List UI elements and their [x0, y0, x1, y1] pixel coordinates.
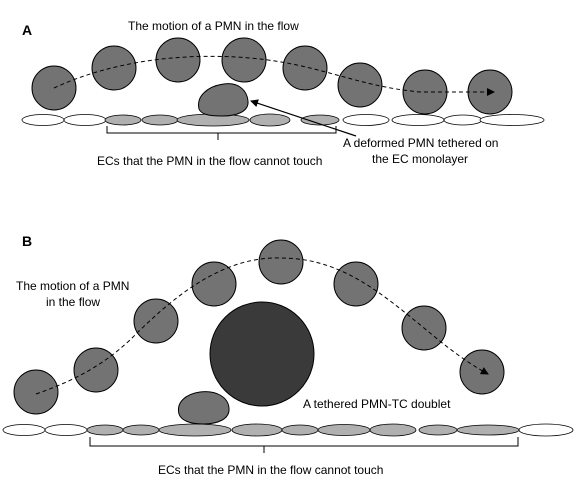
panel-a-label: A [22, 22, 32, 38]
panel-b-doublet-text: A tethered PMN-TC doublet [303, 397, 451, 411]
flow-path-arrow [53, 55, 495, 96]
ec-cell [391, 114, 445, 126]
pmn-cell [221, 37, 267, 83]
ec-cell [86, 424, 124, 436]
panel-b-label: B [22, 233, 32, 249]
ec-cell [518, 423, 574, 437]
ec-cell [141, 114, 179, 126]
ec-cell [104, 114, 142, 126]
panel-a-flow-text: The motion of a PMN in the flow [128, 19, 299, 33]
panel-b-ec-monolayer [2, 423, 574, 437]
ec-cell [342, 114, 390, 126]
pmn-cell [73, 347, 119, 393]
callout-arrow [250, 99, 357, 137]
pmn-cell [13, 369, 59, 415]
ec-cell [231, 423, 283, 437]
deformed-pmn [198, 83, 249, 117]
pmn-cell [333, 261, 379, 307]
ec-cell [456, 424, 520, 436]
panel-b-flow-text-line1: The motion of a PMN [16, 279, 129, 293]
ec-cell [369, 423, 417, 437]
pmn-cell [133, 298, 179, 344]
ec-cell [479, 114, 545, 126]
panel-b-brace-text: ECs that the PMN in the flow cannot touc… [158, 463, 383, 477]
flow-path-arrow [35, 257, 489, 395]
pmn-cell [191, 261, 237, 307]
tumor-cell [209, 301, 315, 407]
panel-a-flowing-pmns [31, 37, 513, 115]
panel-a-ec-monolayer [21, 113, 545, 127]
ec-cell [443, 114, 483, 126]
ec-cell [122, 424, 160, 436]
ec-cell [158, 423, 232, 437]
ec-cell [300, 114, 340, 126]
pmn-cell [282, 45, 328, 91]
ec-cell [317, 424, 371, 436]
pmn-cell [258, 239, 304, 285]
pmn-cell [91, 45, 137, 91]
brace [106, 126, 337, 140]
ec-cell [2, 424, 46, 436]
ec-cell [44, 424, 88, 436]
panel-a-brace-text: ECs that the PMN in the flow cannot touc… [97, 154, 322, 168]
pmn-cell [337, 62, 383, 108]
ec-cell [281, 424, 319, 436]
panel-b: B The motion of a PMN in the flow [2, 233, 574, 477]
panel-a-callout-line1: A deformed PMN tethered on [343, 136, 498, 150]
brace [89, 437, 519, 453]
pmn-cell [459, 349, 505, 395]
ec-cell [63, 114, 107, 126]
panel-a: A The motion of a PMN in the flow [21, 19, 545, 168]
panel-a-callout-line2: the EC monolayer [372, 152, 468, 166]
ec-cell [249, 113, 291, 127]
tethered-pmn [177, 391, 230, 425]
panel-b-flow-text-line2: in the flow [46, 295, 100, 309]
ec-cell [21, 114, 65, 126]
ec-cell [418, 424, 458, 436]
pmn-cell [155, 37, 201, 83]
